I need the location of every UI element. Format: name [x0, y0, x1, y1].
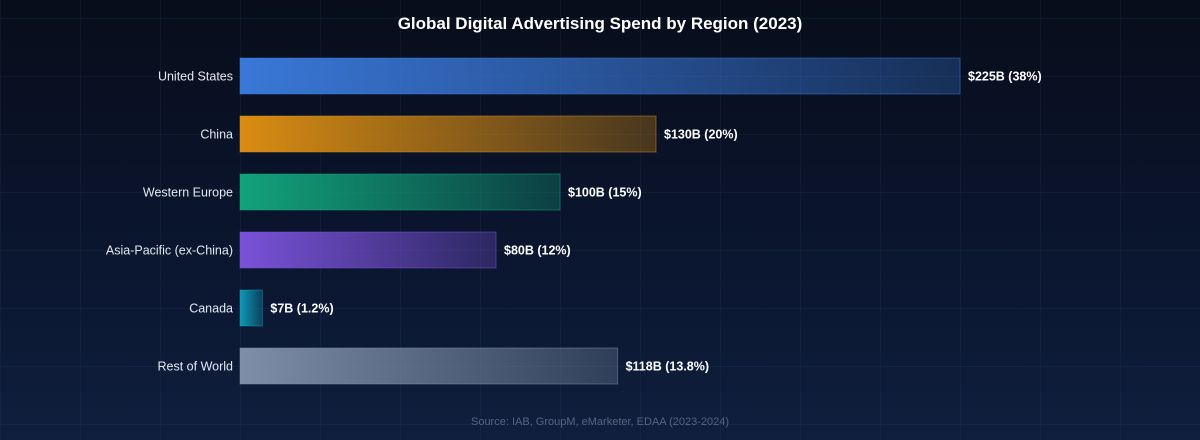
data-label: $7B (1.2%): [270, 302, 333, 316]
data-label: $130B (20%): [664, 128, 738, 142]
category-label: China: [200, 128, 233, 142]
data-label: $80B (12%): [504, 244, 571, 258]
data-label: $100B (15%): [568, 186, 642, 200]
chart-title: Global Digital Advertising Spend by Regi…: [397, 14, 803, 33]
bar-5: [239, 347, 619, 385]
bar-1: [239, 115, 657, 153]
category-label: Western Europe: [143, 186, 233, 200]
category-label: Canada: [189, 302, 233, 316]
category-label: United States: [158, 70, 233, 84]
bar-3: [239, 231, 497, 269]
data-label: $225B (38%): [968, 70, 1042, 84]
category-label: Asia-Pacific (ex-China): [106, 244, 233, 258]
bar-4: [239, 289, 263, 327]
data-label: $118B (13.8%): [626, 360, 709, 374]
bar-2: [239, 173, 561, 211]
category-label: Rest of World: [158, 360, 234, 374]
bar-0: [239, 57, 961, 95]
source-note: Source: IAB, GroupM, eMarketer, EDAA (20…: [470, 416, 729, 428]
